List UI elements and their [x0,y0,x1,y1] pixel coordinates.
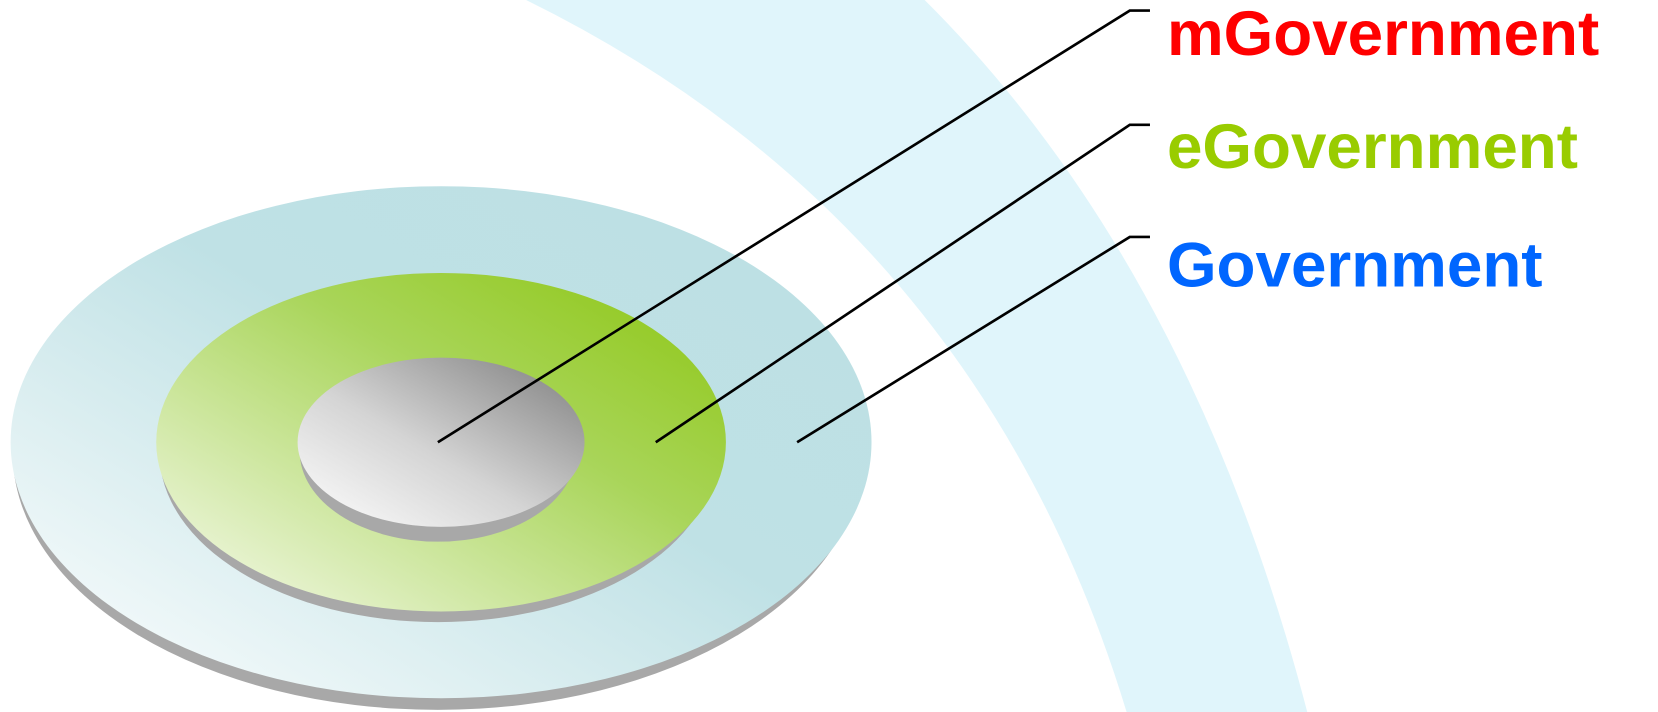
label: mGovernment [1167,0,1599,69]
leader-line [796,235,1150,444]
label: eGovernment [1167,111,1578,182]
leader-line [437,9,1150,444]
leader-line [655,123,1150,444]
label: Government [1167,230,1543,301]
background-arc [526,0,1308,712]
inner-disc [297,357,585,527]
